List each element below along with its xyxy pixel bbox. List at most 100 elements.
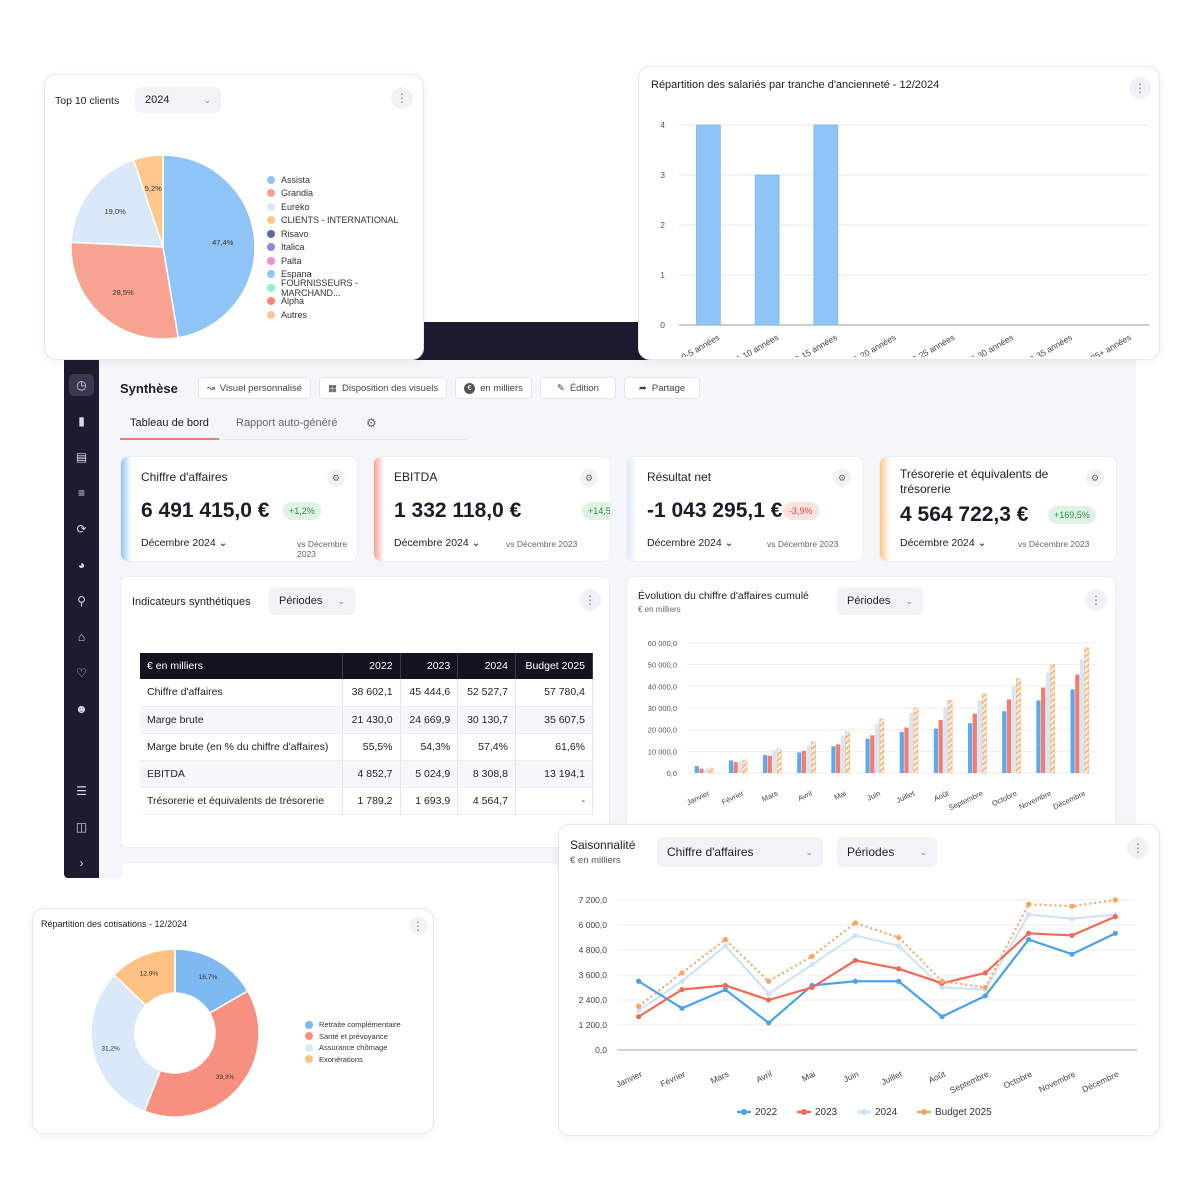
bar <box>845 731 850 774</box>
gear-icon[interactable]: ⚙ <box>833 469 851 487</box>
pie-icon[interactable]: ◕ <box>77 558 86 572</box>
series-point <box>1026 911 1032 918</box>
edit-button[interactable]: ✎ Édition <box>539 377 616 399</box>
clients-legend-item: Italica <box>267 241 417 255</box>
bar <box>1075 674 1080 773</box>
bar <box>904 727 909 773</box>
search-icon[interactable]: ⚲ <box>77 594 86 608</box>
tab-settings-gear-icon[interactable]: ⚙ <box>366 416 377 430</box>
table-cell: Chiffre d'affaires <box>140 679 343 707</box>
clients-legend-item: CLIENTS - INTERNATIONAL <box>267 214 417 228</box>
cotisations-slice <box>90 974 162 1113</box>
y-tick-label: 0,0 <box>595 1045 607 1055</box>
legend-marker <box>921 1109 927 1115</box>
tabs: Tableau de bord Rapport auto-généré ⚙ <box>120 412 466 440</box>
units-button[interactable]: € en milliers <box>455 377 532 399</box>
series-point <box>852 957 858 964</box>
cotisations-card: Répartition des cotisations - 12/2024 ⋮ … <box>32 908 434 1134</box>
custom-visual-button[interactable]: ↝ Visuel personnalisé <box>197 377 311 399</box>
gear-icon[interactable]: ⚙ <box>580 469 598 487</box>
table-header-cell: € en milliers <box>140 653 343 679</box>
heart-pulse-icon[interactable]: ♡ <box>76 666 87 680</box>
series-line <box>637 898 1116 1008</box>
bar <box>879 718 885 774</box>
series-point <box>1026 936 1032 943</box>
y-tick-label: 0 <box>660 320 665 330</box>
kpi-period-select[interactable]: Décembre 2024 ⌄ <box>394 537 481 549</box>
custom-visual-label: Visuel personnalisé <box>219 382 302 394</box>
y-tick-label: 30 000,0 <box>648 704 677 713</box>
legend-label: Grandia <box>281 188 314 199</box>
seasonality-menu-icon[interactable]: ⋮ <box>1127 837 1149 859</box>
table-header-row: € en milliers 2022 2023 2024 Budget 2025 <box>140 653 594 679</box>
series-point <box>939 978 945 984</box>
series-point <box>896 934 902 941</box>
table-row: Marge brute 21 430,0 24 669,9 30 130,7 35 60… <box>140 706 594 734</box>
x-tick-label: Avril <box>797 789 814 803</box>
ca-cumule-period-select[interactable]: Périodes ⌄ <box>837 587 923 615</box>
stack-icon[interactable]: ≡ <box>77 486 85 500</box>
clients-slice <box>70 241 180 340</box>
top-clients-menu-icon[interactable]: ⋮ <box>391 87 413 109</box>
bar <box>776 748 782 774</box>
layout-button[interactable]: ▦ Disposition des visuels <box>319 377 448 399</box>
list-icon[interactable]: ☰ <box>76 784 87 798</box>
kpi-label: Trésorerie et équivalents de trésorerie <box>900 467 1049 496</box>
cotisations-slice-label: 39,3% <box>216 1074 235 1081</box>
series-point <box>1069 903 1075 909</box>
seasonality-card: Saisonnalité € en milliers Chiffre d'aff… <box>558 824 1160 1136</box>
y-tick-label: 2 <box>660 220 665 230</box>
legend-label: Retraite complémentaire <box>319 1020 401 1030</box>
share-icon: ➦ <box>638 382 647 394</box>
kpi-accent-bar <box>627 457 637 561</box>
kpi-value: 1 332 118,0 € <box>394 499 522 522</box>
cotisations-slice <box>143 990 260 1118</box>
series-point <box>766 1020 772 1026</box>
dashboard-icon[interactable]: ◷ <box>69 374 94 396</box>
kpi-period-select[interactable]: Décembre 2024 ⌄ <box>647 537 734 549</box>
gear-icon[interactable]: ⚙ <box>1086 469 1104 487</box>
legend-swatch <box>305 1020 313 1029</box>
bar-chart-icon[interactable]: ▮ <box>78 414 85 428</box>
users-icon[interactable]: ☻ <box>75 702 88 716</box>
file-icon[interactable]: ◫ <box>75 820 88 834</box>
home-icon[interactable]: ⌂ <box>77 630 86 644</box>
series-point <box>766 991 772 997</box>
share-label: Partage <box>651 382 686 394</box>
share-button[interactable]: ➦ Partage <box>623 377 701 399</box>
kpi-compare-label: vs Décembre 2023 <box>506 539 578 549</box>
series-line <box>638 932 1116 1025</box>
kpi-period-select[interactable]: Décembre 2024 ⌄ <box>900 537 987 549</box>
kpi-compare-label: vs Décembre 2023 <box>1018 539 1090 549</box>
book-icon[interactable]: ▤ <box>75 450 88 464</box>
clients-slice <box>132 154 164 248</box>
ca-cumule-menu-icon[interactable]: ⋮ <box>1085 589 1107 611</box>
table-cell: Marge brute <box>140 706 343 734</box>
seasonality-metric-select[interactable]: Chiffre d'affaires ⌄ <box>657 837 823 867</box>
seniority-menu-icon[interactable]: ⋮ <box>1129 77 1151 99</box>
table-cell: 24 669,9 <box>400 706 459 734</box>
refresh-icon[interactable]: ⟳ <box>76 522 87 536</box>
year-select[interactable]: 2024 ⌄ <box>135 87 221 113</box>
kpi-period-select[interactable]: Décembre 2024 ⌄ <box>141 537 228 549</box>
indicators-period-select[interactable]: Périodes ⌄ <box>269 587 355 615</box>
clients-slice-label: 19,0% <box>105 207 127 216</box>
y-tick-label: 4 <box>660 120 665 130</box>
series-point <box>1112 897 1118 903</box>
seasonality-metric-value: Chiffre d'affaires <box>667 845 754 859</box>
table-cell: 5 024,9 <box>400 760 459 788</box>
x-tick-label: Septembre <box>948 1069 990 1096</box>
legend-swatch <box>267 202 275 211</box>
cotisations-menu-icon[interactable]: ⋮ <box>409 917 427 935</box>
bar <box>874 724 880 773</box>
gear-icon[interactable]: ⚙ <box>327 469 345 487</box>
tab-auto-report[interactable]: Rapport auto-généré <box>236 417 338 429</box>
indicators-menu-icon[interactable]: ⋮ <box>579 589 601 611</box>
bar <box>1070 689 1075 773</box>
tab-dashboard[interactable]: Tableau de bord <box>120 412 219 440</box>
bar <box>947 700 953 774</box>
chevron-right-icon[interactable]: › <box>79 856 84 870</box>
cotisations-legend: Retraite complémentaire Santé et prévoyan… <box>305 1019 435 1065</box>
seasonality-period-select[interactable]: Périodes ⌄ <box>837 837 937 867</box>
bar <box>801 750 807 773</box>
